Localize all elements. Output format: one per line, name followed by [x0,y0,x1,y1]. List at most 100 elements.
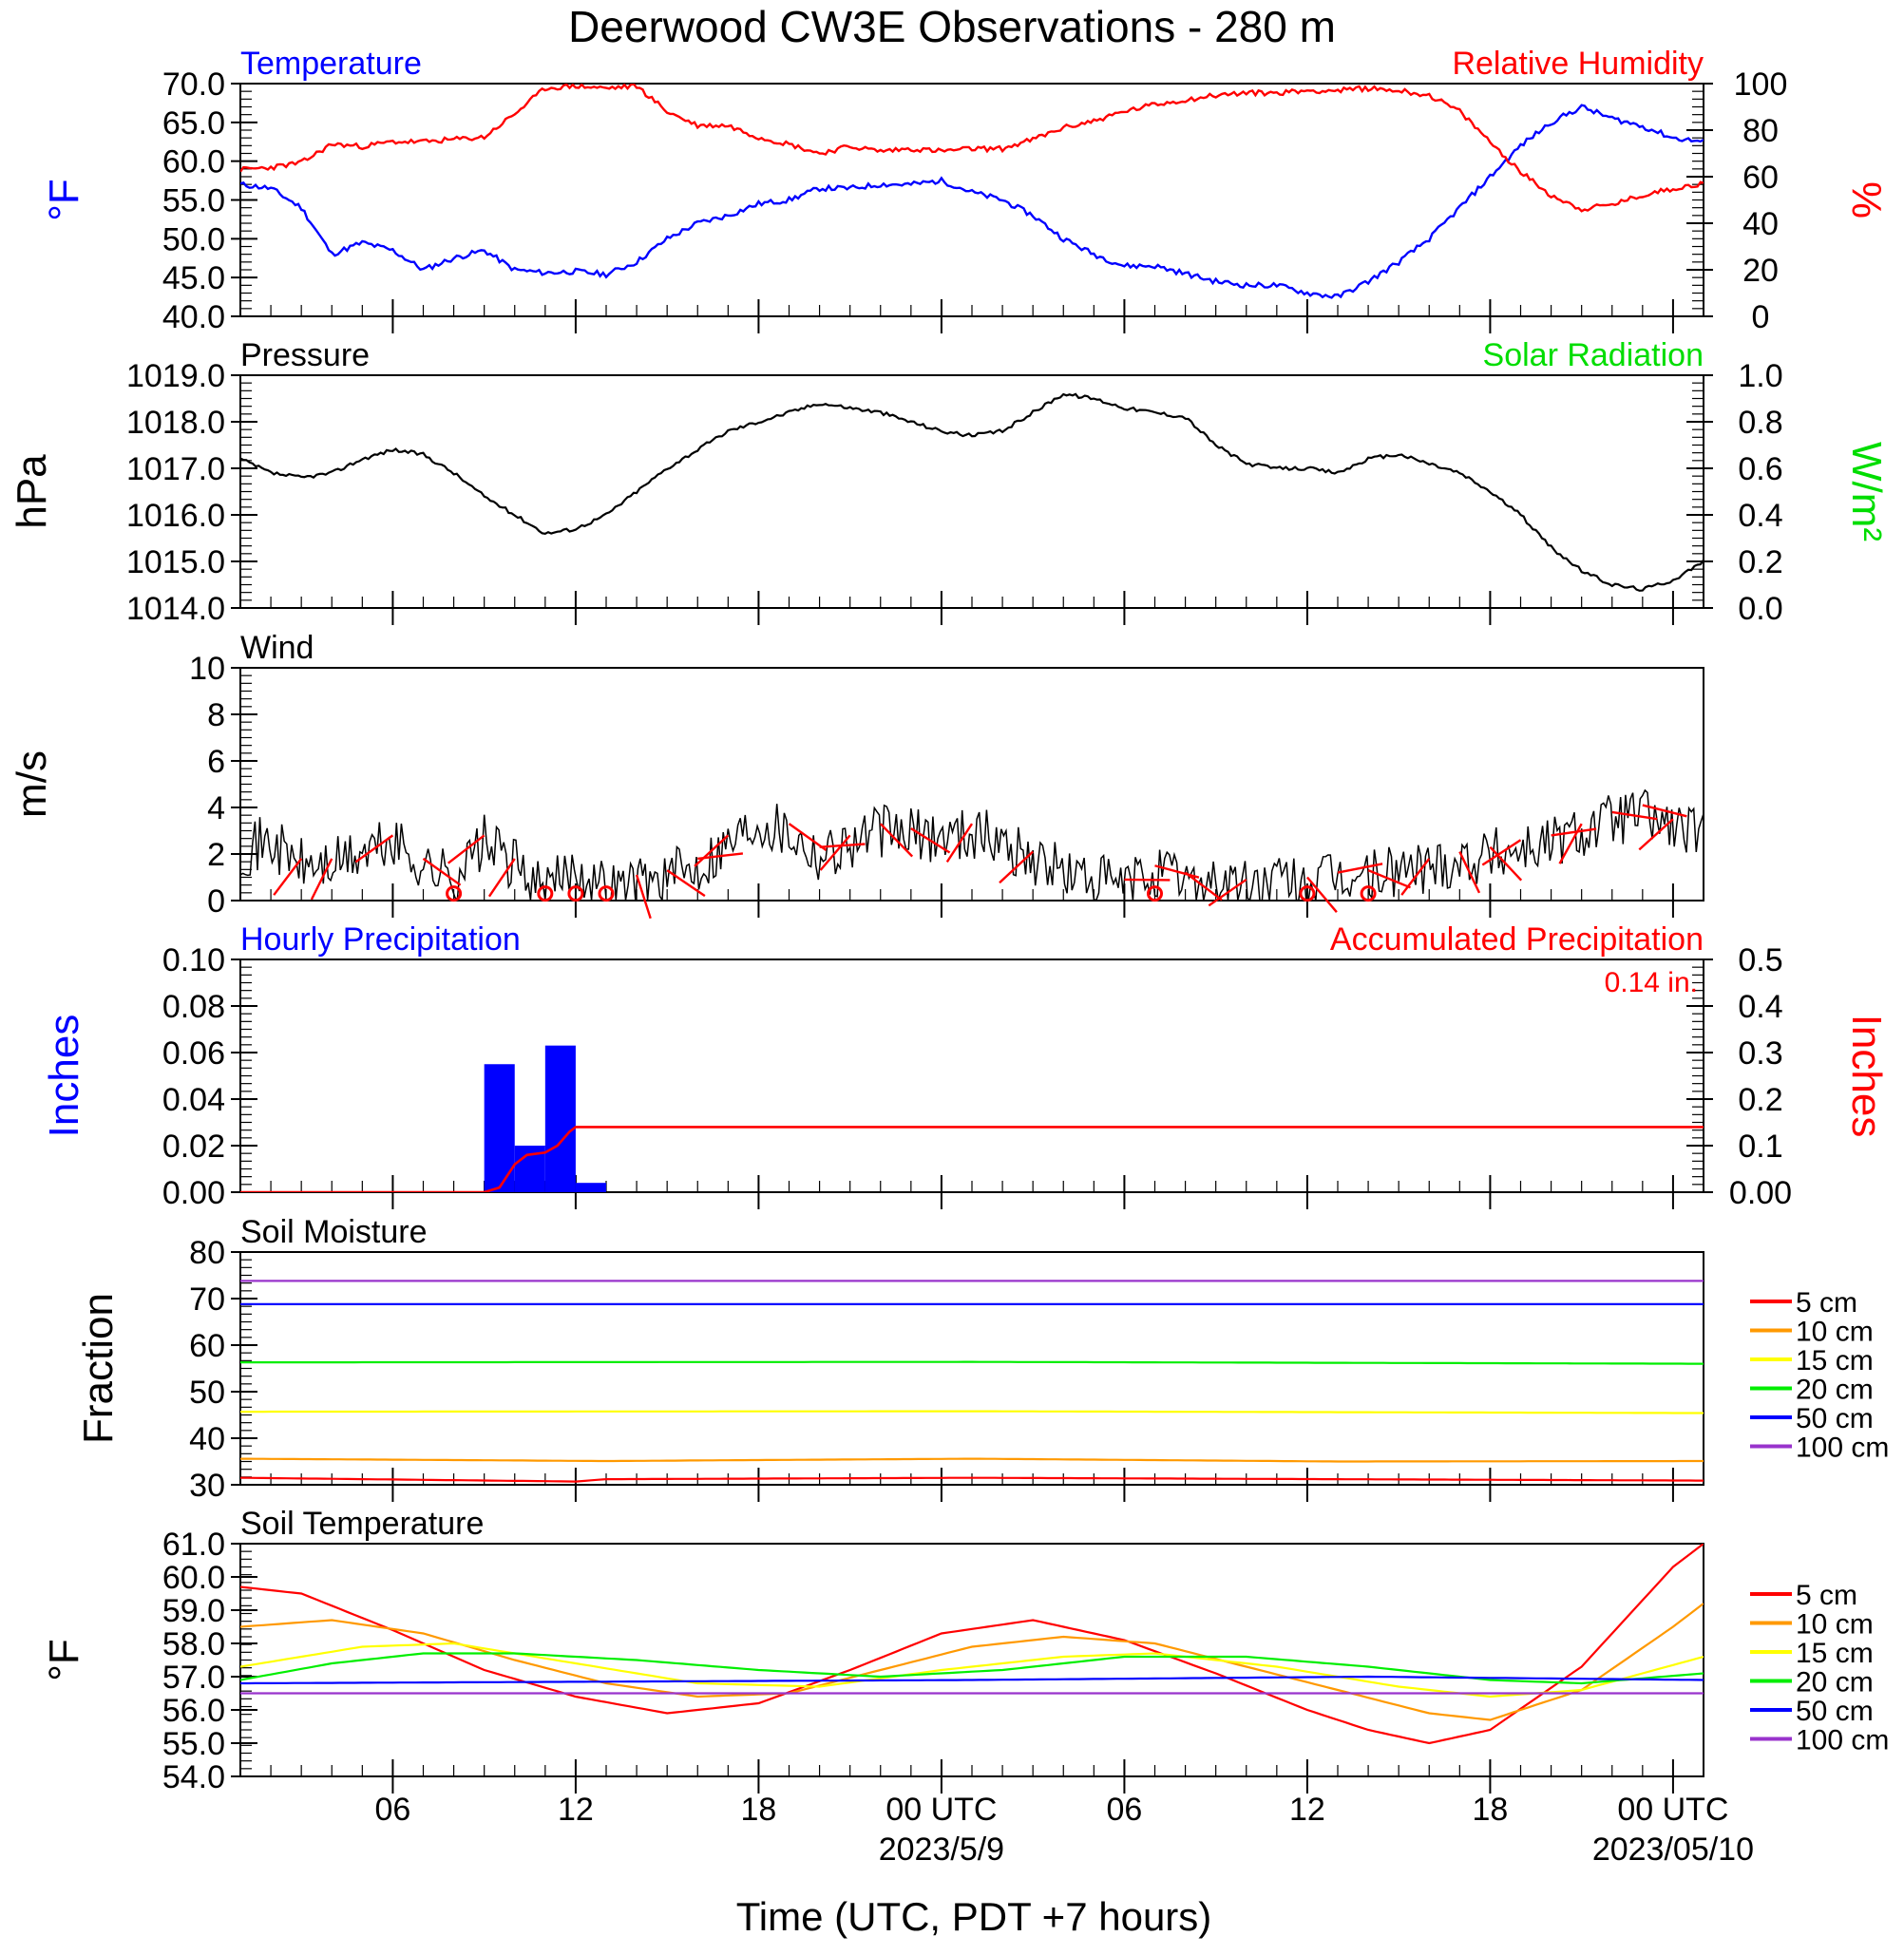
y-axis-label-left: Fraction [75,1293,122,1444]
y-tick-label: 60 [189,1328,225,1364]
panel-title-right: Solar Radiation [1483,337,1704,373]
legend-label: 10 cm [1796,1317,1874,1348]
y-axis-label-left: °F [41,1639,87,1680]
x-tick-label: 06 [1107,1792,1143,1828]
hourly-precip-bar [545,1046,576,1192]
y-axis-label-left: °F [41,179,87,220]
y-tick-label: 61.0 [162,1527,225,1563]
y-tick-label: 1015.0 [126,544,225,580]
y-right-tick-label: 0.6 [1738,451,1782,487]
y-tick-label: 8 [207,697,225,733]
y-tick-label: 70 [189,1281,225,1318]
y-axis-label-right: Inches [1843,1015,1890,1138]
panel-title-left: Soil Temperature [240,1506,484,1542]
y-tick-label: 80 [189,1235,225,1271]
y-tick-label: 40 [189,1421,225,1457]
y-tick-label: 4 [207,790,225,826]
x-axis-title: Time (UTC, PDT +7 hours) [736,1894,1212,1939]
panel-title-left: Soil Moisture [240,1214,428,1250]
x-date-label: 2023/05/10 [1592,1832,1754,1868]
y-tick-label: 6 [207,744,225,780]
y-tick-label: 60.0 [162,1560,225,1596]
y-right-tick-label: 0.4 [1738,989,1782,1025]
panel-title-left: Pressure [240,337,370,373]
y-right-tick-label: 100 [1734,66,1788,103]
y-tick-label: 55.0 [162,183,225,219]
y-axis-label-left: hPa [9,454,55,529]
x-tick-label: 12 [1289,1792,1325,1828]
y-right-tick-label: 1.0 [1738,358,1782,394]
panel-title-left: Wind [240,630,314,666]
y-right-tick-label: 0.5 [1738,942,1782,978]
y-tick-label: 0.08 [162,989,225,1025]
y-tick-label: 57.0 [162,1660,225,1696]
panel-title-left: Temperature [240,46,422,82]
y-tick-label: 10 [189,651,225,687]
y-tick-label: 60.0 [162,144,225,180]
panel-title-right: Accumulated Precipitation [1330,921,1704,958]
panel-title-right: Relative Humidity [1452,46,1704,82]
y-right-tick-label: 20 [1742,253,1779,289]
y-tick-label: 30 [189,1468,225,1504]
y-tick-label: 55.0 [162,1726,225,1762]
legend-label: 20 cm [1796,1375,1874,1406]
legend-label: 50 cm [1796,1403,1874,1434]
x-tick-label: 18 [741,1792,777,1828]
y-right-tick-label: 0.3 [1738,1035,1782,1072]
y-tick-label: 1016.0 [126,498,225,534]
legend-label: 5 cm [1796,1580,1857,1611]
legend-label: 50 cm [1796,1696,1874,1727]
y-tick-label: 56.0 [162,1693,225,1729]
y-right-tick-label: 0.00 [1729,1175,1792,1211]
y-right-tick-label: 0.1 [1738,1129,1782,1165]
y-tick-label: 0.06 [162,1035,225,1072]
y-axis-label-left: Inches [41,1015,87,1138]
y-tick-label: 1019.0 [126,358,225,394]
legend-label: 15 cm [1796,1638,1874,1669]
y-tick-label: 45.0 [162,260,225,296]
y-tick-label: 0 [207,883,225,920]
legend-label: 100 cm [1796,1725,1889,1756]
legend-label: 10 cm [1796,1609,1874,1641]
x-date-label: 2023/5/9 [879,1832,1004,1868]
x-tick-label: 12 [558,1792,594,1828]
y-tick-label: 0.10 [162,942,225,978]
y-tick-label: 40.0 [162,299,225,335]
y-tick-label: 65.0 [162,105,225,142]
legend-label: 100 cm [1796,1433,1889,1464]
legend-label: 15 cm [1796,1345,1874,1376]
y-right-tick-label: 0.8 [1738,405,1782,441]
x-tick-label: 00 UTC [1617,1792,1728,1828]
y-right-tick-label: 0.2 [1738,1082,1782,1118]
x-tick-label: 06 [375,1792,411,1828]
y-tick-label: 2 [207,837,225,873]
y-right-tick-label: 60 [1742,160,1779,196]
y-right-tick-label: 40 [1742,206,1779,242]
y-tick-label: 1014.0 [126,591,225,627]
legend-label: 20 cm [1796,1667,1874,1699]
y-tick-label: 58.0 [162,1626,225,1662]
precip-total-annotation: 0.14 in. [1605,967,1698,998]
y-right-tick-label: 0.0 [1738,591,1782,627]
y-tick-label: 1017.0 [126,451,225,487]
x-tick-label: 00 UTC [885,1792,997,1828]
y-tick-label: 54.0 [162,1759,225,1795]
legend-label: 5 cm [1796,1287,1857,1319]
hourly-precip-bar [576,1183,606,1192]
y-tick-label: 0.02 [162,1129,225,1165]
y-axis-label-right: % [1843,181,1890,218]
y-axis-label-left: m/s [9,750,55,818]
y-tick-label: 0.00 [162,1175,225,1211]
y-tick-label: 50.0 [162,221,225,257]
y-right-tick-label: 0.4 [1738,498,1782,534]
y-tick-label: 1018.0 [126,405,225,441]
y-tick-label: 59.0 [162,1593,225,1629]
x-tick-label: 18 [1473,1792,1509,1828]
y-tick-label: 70.0 [162,66,225,103]
y-right-tick-label: 0.2 [1738,544,1782,580]
figure-title: Deerwood CW3E Observations - 280 m [568,2,1336,51]
y-tick-label: 0.04 [162,1082,225,1118]
panel-title-left: Hourly Precipitation [240,921,521,958]
